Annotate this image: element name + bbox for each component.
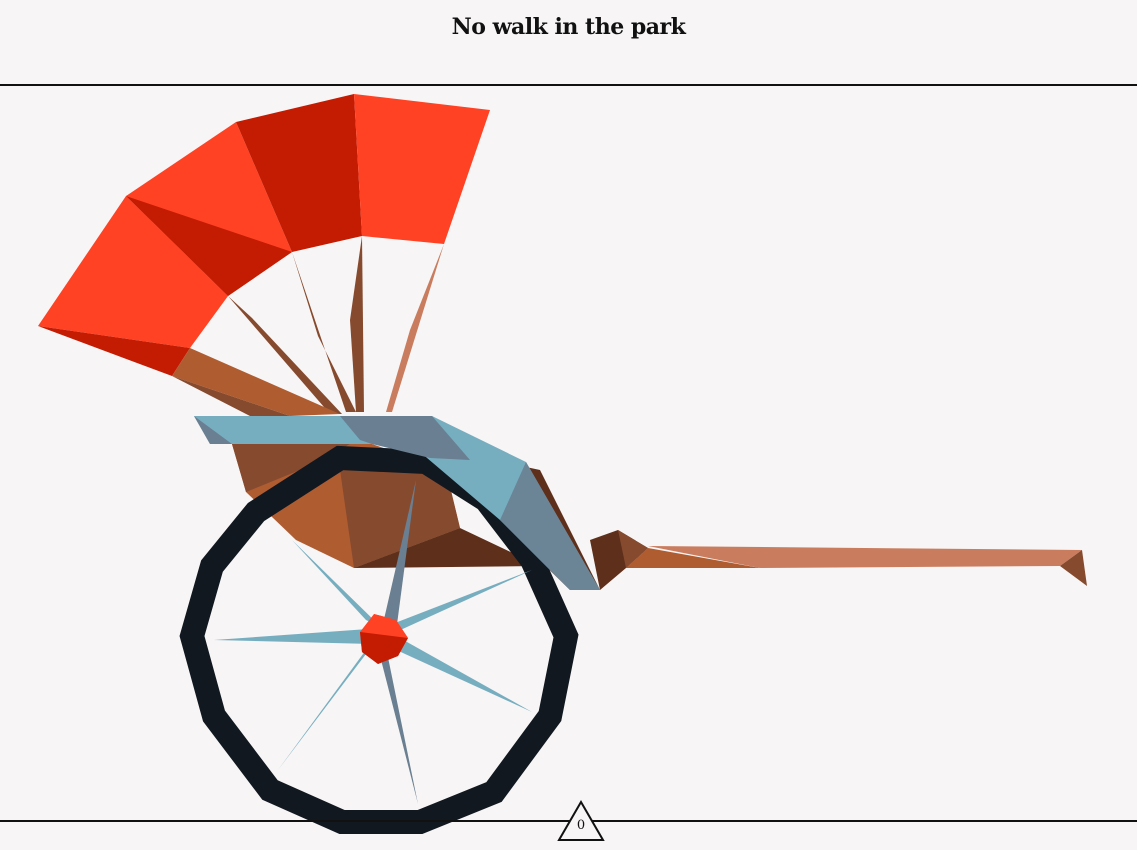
rickshaw-canopy bbox=[38, 94, 490, 376]
rickshaw-shaft bbox=[590, 530, 1087, 590]
score-value: 0 bbox=[576, 818, 586, 833]
ground-line bbox=[0, 820, 1137, 822]
score-counter: 0 bbox=[557, 800, 605, 842]
header-bar: No walk in the park bbox=[0, 0, 1137, 86]
canopy-struts bbox=[172, 236, 444, 416]
triangle-icon bbox=[557, 800, 605, 841]
page-title: No walk in the park bbox=[451, 14, 686, 40]
rickshaw-frame bbox=[194, 416, 600, 590]
